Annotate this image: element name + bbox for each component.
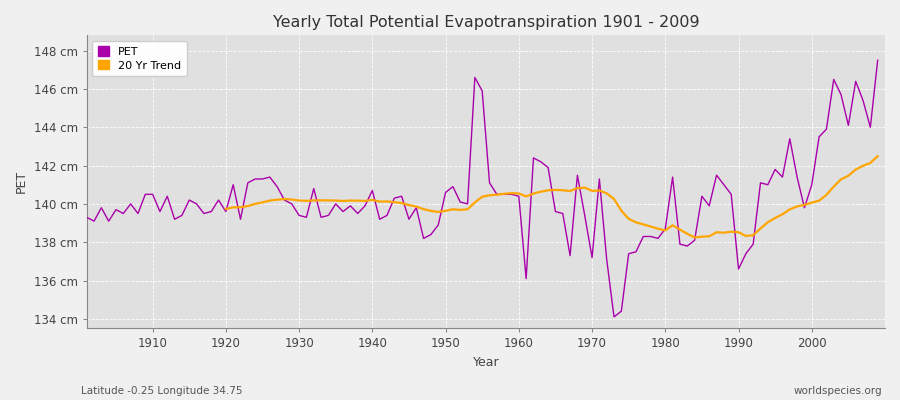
Text: worldspecies.org: worldspecies.org [794,386,882,396]
X-axis label: Year: Year [472,356,500,369]
Text: Latitude -0.25 Longitude 34.75: Latitude -0.25 Longitude 34.75 [81,386,242,396]
Y-axis label: PET: PET [15,170,28,194]
Legend: PET, 20 Yr Trend: PET, 20 Yr Trend [93,41,186,76]
Title: Yearly Total Potential Evapotranspiration 1901 - 2009: Yearly Total Potential Evapotranspiratio… [273,15,699,30]
